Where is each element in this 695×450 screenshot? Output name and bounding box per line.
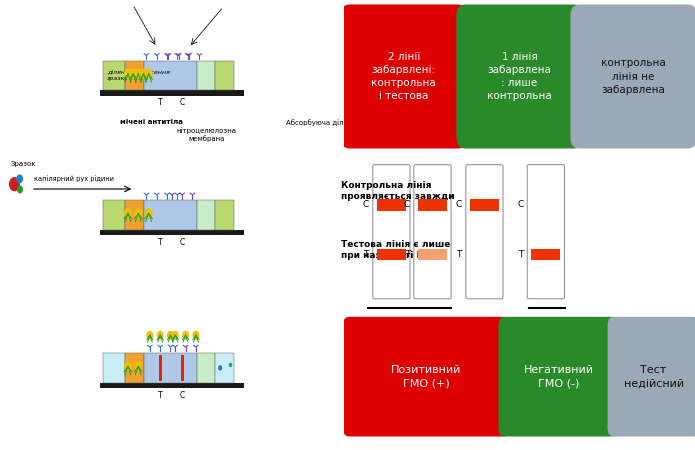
Circle shape xyxy=(145,208,153,219)
FancyBboxPatch shape xyxy=(498,317,619,436)
Bar xyxy=(158,355,162,381)
Circle shape xyxy=(124,68,132,79)
Bar xyxy=(197,200,215,230)
Circle shape xyxy=(147,331,154,340)
Text: Позитивний
ГМО (+): Позитивний ГМО (+) xyxy=(391,365,461,388)
Text: T: T xyxy=(158,98,163,107)
Circle shape xyxy=(134,68,142,79)
Bar xyxy=(100,230,244,235)
Bar xyxy=(377,249,406,261)
Text: Тест
недійсний: Тест недійсний xyxy=(623,365,684,388)
Bar xyxy=(145,353,197,382)
Bar xyxy=(197,61,215,90)
Text: мічені антитіла: мічені антитіла xyxy=(120,119,183,125)
Bar xyxy=(181,355,183,381)
FancyBboxPatch shape xyxy=(457,4,582,148)
Text: Абсорбуюча ділянка: Абсорбуюча ділянка xyxy=(286,119,361,126)
Bar xyxy=(103,61,124,90)
Text: C: C xyxy=(404,201,410,210)
FancyBboxPatch shape xyxy=(343,317,510,436)
Bar xyxy=(215,353,234,382)
Circle shape xyxy=(229,363,232,367)
Bar xyxy=(124,200,145,230)
Text: контрольна
лінія не
забарвлена: контрольна лінія не забарвлена xyxy=(601,58,666,94)
Circle shape xyxy=(134,208,142,219)
Bar xyxy=(470,199,499,211)
Circle shape xyxy=(182,331,189,340)
Text: Зразок: Зразок xyxy=(10,161,36,166)
Circle shape xyxy=(139,68,147,79)
Bar xyxy=(418,199,447,211)
Text: ділянка нанесення
зразку: ділянка нанесення зразку xyxy=(106,70,170,81)
Bar xyxy=(124,61,145,90)
Circle shape xyxy=(157,331,163,340)
Text: T: T xyxy=(457,250,462,259)
Bar xyxy=(103,200,124,230)
Text: T: T xyxy=(158,391,163,400)
Bar xyxy=(197,353,215,382)
Circle shape xyxy=(145,68,153,79)
FancyBboxPatch shape xyxy=(373,165,410,299)
FancyBboxPatch shape xyxy=(341,4,467,148)
FancyBboxPatch shape xyxy=(607,317,695,436)
Circle shape xyxy=(9,177,20,191)
Bar xyxy=(418,249,447,261)
Bar xyxy=(532,249,560,261)
Text: T: T xyxy=(518,250,523,259)
Text: C: C xyxy=(179,391,185,400)
Bar xyxy=(215,61,234,90)
Text: T: T xyxy=(404,250,410,259)
FancyBboxPatch shape xyxy=(466,165,503,299)
Text: нітроцелюлозна
мембрана: нітроцелюлозна мембрана xyxy=(177,127,236,142)
Bar xyxy=(124,353,145,382)
FancyBboxPatch shape xyxy=(571,4,695,148)
Text: C: C xyxy=(179,238,185,247)
Text: T: T xyxy=(158,238,163,247)
Circle shape xyxy=(17,185,23,193)
Text: C: C xyxy=(179,98,185,107)
Circle shape xyxy=(129,68,138,79)
Bar xyxy=(145,61,197,90)
Circle shape xyxy=(172,331,179,340)
Circle shape xyxy=(193,331,199,340)
Text: T: T xyxy=(363,250,369,259)
Text: 2 лінії
забарвлені:
контрольна
і тестова: 2 лінії забарвлені: контрольна і тестова xyxy=(371,52,436,101)
Text: C: C xyxy=(456,201,462,210)
Bar xyxy=(145,200,197,230)
Text: капілярний рух рідини: капілярний рух рідини xyxy=(34,176,115,182)
Bar xyxy=(100,382,244,388)
Text: C: C xyxy=(363,201,369,210)
Circle shape xyxy=(124,208,132,219)
Circle shape xyxy=(134,361,142,372)
Text: C: C xyxy=(517,201,523,210)
Circle shape xyxy=(167,331,174,340)
Circle shape xyxy=(16,175,23,184)
Text: Негативний
ГМО (-): Негативний ГМО (-) xyxy=(524,365,594,388)
Bar xyxy=(377,199,406,211)
Text: Тестова лінія є лише
при наявності ГМО: Тестова лінія є лише при наявності ГМО xyxy=(341,240,450,260)
Bar xyxy=(215,200,234,230)
FancyBboxPatch shape xyxy=(414,165,451,299)
FancyBboxPatch shape xyxy=(528,165,564,299)
Bar xyxy=(103,353,124,382)
Bar xyxy=(100,90,244,96)
Circle shape xyxy=(124,361,132,372)
Text: 1 лінія
забарвлена
: лише
контрольна: 1 лінія забарвлена : лише контрольна xyxy=(487,52,552,101)
Circle shape xyxy=(218,365,222,371)
Text: Контрольна лінія
проявляється завжди: Контрольна лінія проявляється завжди xyxy=(341,181,454,201)
